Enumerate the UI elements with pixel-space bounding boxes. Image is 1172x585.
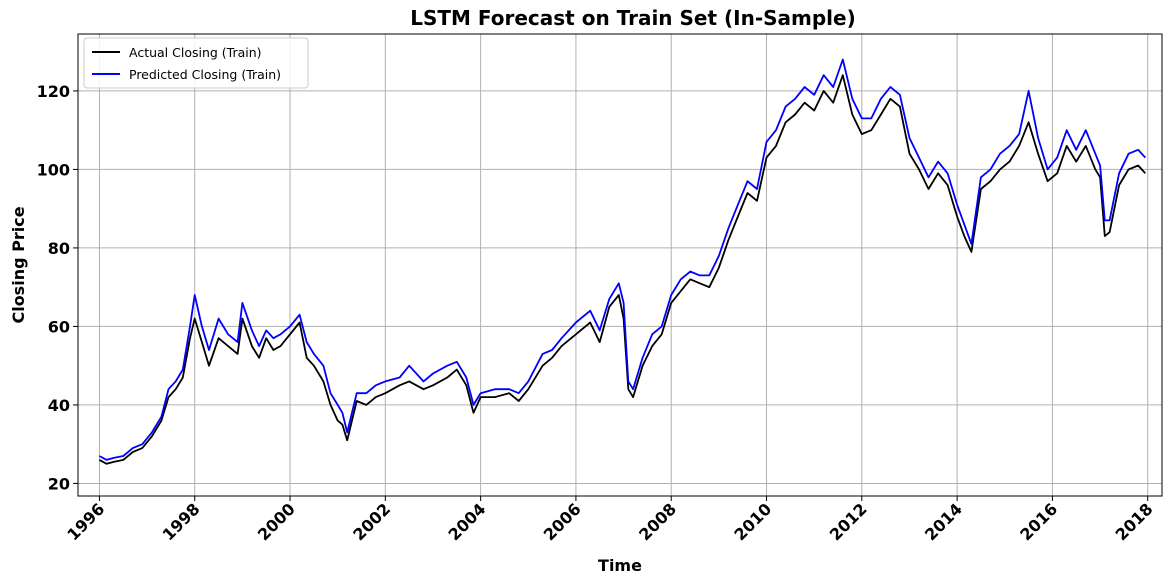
x-tick-label: 2004 [445, 499, 490, 544]
x-tick-label: 1998 [159, 499, 204, 544]
x-axis-ticks: 1996 1998 2000 2002 2004 2006 2008 2010 2012 2014… [63, 496, 1157, 544]
y-tick-label: 100 [37, 160, 70, 179]
y-tick-label: 120 [37, 82, 70, 101]
x-tick-label: 2014 [921, 499, 966, 544]
y-tick-label: 20 [48, 474, 70, 493]
plot-frame [77, 33, 1163, 497]
x-tick-label: 2018 [1112, 499, 1157, 544]
x-tick-label: 2016 [1016, 499, 1061, 544]
x-tick-label: 2002 [349, 499, 394, 544]
x-tick-label: 2010 [730, 499, 775, 544]
legend: Actual Closing (Train) Predicted Closing… [83, 37, 309, 89]
x-axis-title: Time [598, 556, 642, 575]
x-tick-label: 1996 [63, 499, 108, 544]
x-tick-label: 2008 [635, 499, 680, 544]
y-tick-label: 40 [48, 396, 70, 415]
grid [78, 34, 1162, 496]
legend-label-predicted: Predicted Closing (Train) [129, 67, 281, 82]
x-tick-label: 2012 [826, 499, 871, 544]
series-line-actual [98, 74, 1146, 465]
y-tick-label: 80 [48, 239, 70, 258]
y-axis-title: Closing Price [9, 206, 28, 323]
x-tick-label: 2006 [540, 499, 585, 544]
x-tick-label: 2000 [254, 499, 299, 544]
y-tick-label: 60 [48, 317, 70, 336]
series-layer [98, 58, 1146, 465]
legend-label-actual: Actual Closing (Train) [129, 45, 262, 60]
legend-box [83, 37, 309, 89]
series-line-predicted [98, 58, 1146, 461]
y-axis-ticks: 20 40 60 80 100 120 [37, 82, 78, 493]
chart-title: LSTM Forecast on Train Set (In-Sample) [410, 6, 856, 30]
